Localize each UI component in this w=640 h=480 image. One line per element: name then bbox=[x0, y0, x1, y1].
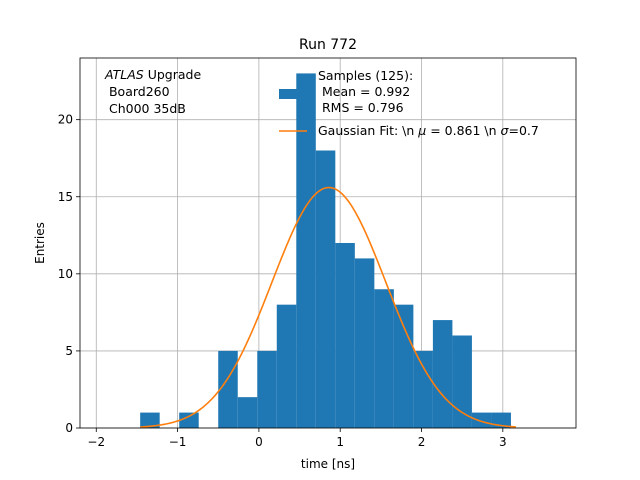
histogram-bar-12 bbox=[374, 289, 394, 428]
y-axis-label: Entries bbox=[33, 222, 47, 264]
x-axis-ticks: −2 −1 0 1 2 3 bbox=[87, 428, 507, 449]
legend-fit-mu-text: = 0.861 \n bbox=[426, 123, 500, 138]
y-axis-ticks: 0 5 10 15 20 bbox=[58, 113, 80, 435]
histogram-bar-16 bbox=[452, 335, 472, 428]
legend-hist-line-3: RMS = 0.796 bbox=[318, 100, 404, 115]
annotation-upgrade: Upgrade bbox=[144, 67, 202, 82]
histogram-bar-4 bbox=[218, 350, 238, 428]
histogram-bar-5 bbox=[237, 397, 258, 428]
histogram-bar-0 bbox=[140, 412, 160, 428]
x-tick-label-4: 2 bbox=[418, 435, 426, 449]
atlas-annotation: ATLAS Upgrade Board260 Ch000 35dB bbox=[104, 67, 201, 116]
legend-fit-prefix: Gaussian Fit: \n bbox=[318, 123, 418, 138]
legend-hist-swatch bbox=[279, 89, 307, 99]
legend-fit-sigma-symbol: σ bbox=[501, 123, 510, 138]
x-axis-label: time [ns] bbox=[301, 457, 355, 471]
y-tick-label-2: 10 bbox=[58, 267, 73, 281]
y-tick-label-0: 0 bbox=[65, 421, 73, 435]
histogram-bar-10 bbox=[335, 243, 355, 428]
histogram-bar-6 bbox=[257, 350, 277, 428]
x-tick-label-3: 1 bbox=[336, 435, 344, 449]
histogram-bar-11 bbox=[354, 258, 375, 428]
gaussian-fit-line bbox=[140, 186, 516, 428]
histogram-bar-15 bbox=[432, 320, 453, 428]
legend-fit-label: Gaussian Fit: \n μ = 0.861 \n σ=0.7 bbox=[318, 123, 539, 138]
annotation-line-3: Ch000 35dB bbox=[105, 101, 186, 116]
histogram-bar-13 bbox=[393, 304, 414, 428]
chart-title: Run 772 bbox=[299, 37, 357, 53]
x-tick-label-2: 0 bbox=[255, 435, 263, 449]
legend-fit-sigma-text: =0.7 bbox=[508, 123, 538, 138]
legend: Samples (125): Mean = 0.992 RMS = 0.796 … bbox=[279, 68, 539, 138]
histogram-bar-9 bbox=[315, 150, 336, 428]
y-tick-label-1: 5 bbox=[65, 344, 73, 358]
annotation-line-2: Board260 bbox=[105, 84, 170, 99]
histogram-bars bbox=[140, 73, 511, 429]
histogram-bar-14 bbox=[413, 350, 433, 428]
plot-frame bbox=[79, 57, 577, 429]
gaussian-fit bbox=[140, 186, 516, 428]
legend-fit-mu-symbol: μ bbox=[417, 123, 426, 138]
x-tick-label-5: 3 bbox=[499, 435, 507, 449]
x-tick-label-0: −2 bbox=[87, 435, 105, 449]
histogram-bar-7 bbox=[276, 304, 297, 428]
histogram-bar-8 bbox=[296, 73, 316, 429]
legend-hist-line-1: Samples (125): bbox=[318, 68, 413, 83]
legend-hist-line-2: Mean = 0.992 bbox=[318, 84, 410, 99]
annotation-atlas-italic: ATLAS bbox=[104, 67, 144, 82]
y-tick-label-4: 20 bbox=[58, 113, 73, 127]
x-tick-label-1: −1 bbox=[169, 435, 187, 449]
histogram-bar-2 bbox=[179, 412, 199, 428]
annotation-line-1: ATLAS Upgrade bbox=[104, 67, 201, 82]
y-tick-label-3: 15 bbox=[58, 190, 73, 204]
histogram-bar-17 bbox=[471, 412, 492, 428]
